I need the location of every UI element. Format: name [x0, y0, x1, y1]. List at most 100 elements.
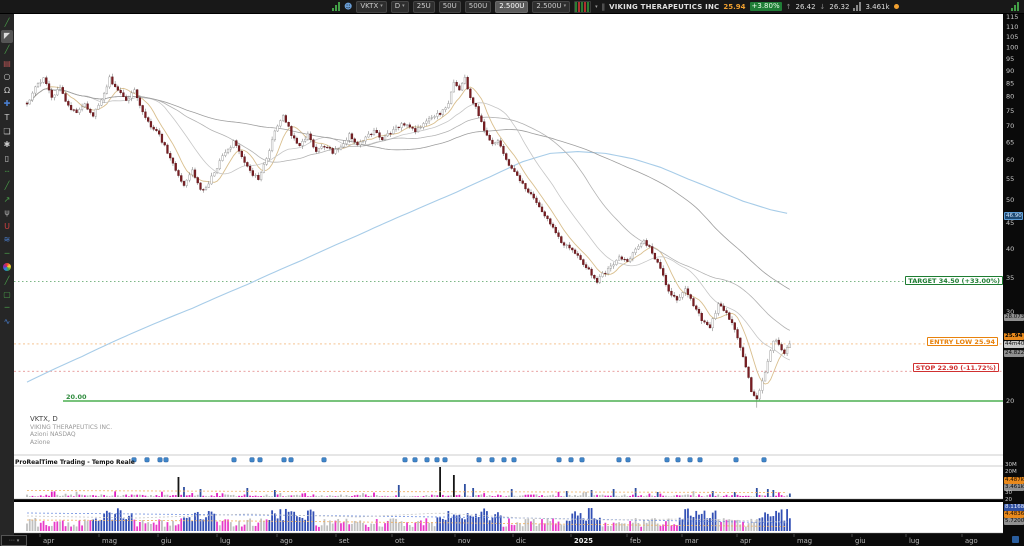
- hline2-tool[interactable]: ─: [4, 303, 10, 313]
- chart-legend: VKTX, D VIKING THERAPEUTICS INC. Azioni …: [30, 415, 112, 446]
- trendline2-tool[interactable]: ╱: [4, 276, 10, 286]
- qty-50u-button[interactable]: 50U: [438, 0, 461, 13]
- dotted-line-tool[interactable]: ┄: [4, 167, 10, 177]
- text-tool[interactable]: T: [4, 112, 10, 122]
- svg-text:45: 45: [1006, 219, 1014, 227]
- volume-tick-30m: 30M: [1005, 462, 1017, 468]
- delete-tool[interactable]: ▯: [4, 153, 10, 163]
- svg-text:75: 75: [1006, 107, 1014, 115]
- move-tool[interactable]: ✚: [3, 99, 11, 109]
- chevron-down-icon: ▾: [380, 3, 383, 9]
- svg-text:mag: mag: [797, 537, 812, 545]
- timeframe-selector[interactable]: D ▾: [390, 0, 409, 13]
- freehand-tool[interactable]: ∿: [3, 316, 11, 326]
- svg-text:35: 35: [1006, 274, 1014, 282]
- countdown-axis-label: 44m40s: [1004, 341, 1024, 348]
- ticker-volume: 3.461k: [865, 2, 890, 11]
- svg-text:95: 95: [1006, 55, 1014, 63]
- drawing-toolbar: ╱ ◤ ╱ ▤ ○ Ω ✚ T ❏ ✱ ▯ ┄ ╱ ↗ ψ U ≋ ─ ╱ ▢ ─ ∿: [0, 14, 14, 546]
- svg-text:110: 110: [1006, 23, 1018, 31]
- svg-text:set: set: [339, 537, 350, 545]
- svg-text:mar: mar: [685, 537, 699, 545]
- svg-text:85: 85: [1006, 79, 1014, 87]
- svg-text:20: 20: [1006, 397, 1014, 405]
- settings-tool[interactable]: ✱: [3, 140, 11, 150]
- zoom-tool[interactable]: ○: [3, 72, 11, 82]
- legend-market: Azioni NASDAQ: [30, 431, 76, 439]
- entry-level-label[interactable]: ENTRY LOW 25.94: [926, 337, 998, 346]
- qty-500u-button[interactable]: 500U: [464, 0, 492, 13]
- ticker-down-value: 26.32: [829, 2, 850, 11]
- svg-text:105: 105: [1006, 33, 1018, 41]
- pitchfork-tool[interactable]: ψ: [4, 208, 10, 218]
- svg-text:nov: nov: [458, 537, 471, 545]
- indicator-blue-value: 8.1168: [1004, 504, 1024, 511]
- svg-text:70: 70: [1006, 122, 1014, 130]
- duplicate-tool[interactable]: ❏: [3, 126, 11, 136]
- target-level-label[interactable]: TARGET 34.50 (+33.00%): [905, 276, 1003, 285]
- svg-text:100: 100: [1006, 44, 1018, 52]
- svg-text:50: 50: [1006, 196, 1014, 204]
- price-label-tool[interactable]: ▤: [3, 58, 11, 68]
- legend-instrument-type: Azione: [30, 438, 51, 446]
- market-status-icon: [893, 4, 899, 9]
- horizontal-line-tool[interactable]: ─: [4, 248, 10, 258]
- svg-text:lug: lug: [909, 537, 920, 545]
- trend-line-tool[interactable]: ╱: [4, 17, 10, 27]
- svg-text:ott: ott: [395, 537, 405, 545]
- volume-tick-20m: 20M: [1005, 469, 1017, 475]
- ticker-change-badge: +3.80%: [749, 2, 782, 11]
- indicator-gray-value: 5.7200: [1004, 518, 1024, 525]
- chevron-down-icon: ▾: [16, 537, 20, 544]
- ticker-up-value: 26.42: [795, 2, 816, 11]
- blue-ma-axis-label: 46.900: [1004, 212, 1023, 220]
- color-wheel-icon: [3, 263, 11, 272]
- qty-25u-button[interactable]: 25U: [412, 0, 435, 13]
- qty-dropdown[interactable]: 2.500U ▾: [532, 0, 571, 13]
- svg-text:ago: ago: [965, 537, 978, 545]
- svg-text:90: 90: [1006, 67, 1014, 75]
- qty-2500u-button[interactable]: 2.500U: [495, 0, 529, 13]
- svg-text:115: 115: [1006, 14, 1018, 21]
- time-axis-menu-button[interactable]: ⋯ ▾: [1, 535, 27, 546]
- connection-icon: [1011, 2, 1019, 11]
- rectangle-tool[interactable]: ▢: [3, 289, 11, 299]
- support-level-label: 20.00: [66, 393, 87, 401]
- volume-bars-icon: [853, 2, 862, 11]
- stop-level-label[interactable]: STOP 22.90 (-11.72%): [912, 363, 999, 372]
- fib-fan-tool[interactable]: ≋: [3, 235, 11, 245]
- ray-tool[interactable]: ╱: [4, 180, 10, 190]
- pause-icon[interactable]: ‖: [601, 2, 606, 11]
- indicator-orange-value: 4.4836: [1004, 511, 1024, 518]
- arrow-tool[interactable]: ↗: [3, 194, 11, 204]
- indicator-tick-30: 30: [1005, 490, 1012, 496]
- svg-text:feb: feb: [630, 537, 641, 545]
- svg-text:ago: ago: [280, 537, 293, 545]
- price-chart[interactable]: 115 110 105 100 95 90 85 80 75 70 65 60 55 50 45 40 35 30…: [14, 14, 1024, 546]
- chevron-down-icon[interactable]: ▾: [595, 3, 598, 10]
- cursor-tool[interactable]: ◤: [1, 29, 13, 44]
- legend-company: VIKING THERAPEUTICS INC.: [30, 423, 113, 431]
- svg-text:55: 55: [1006, 175, 1014, 183]
- svg-text:65: 65: [1006, 138, 1014, 146]
- ma-high-axis-label: 28.073: [1004, 314, 1024, 321]
- platform-label: ProRealTime Trading - Tempo Reale: [15, 459, 135, 466]
- svg-text:mag: mag: [102, 537, 117, 545]
- go-to-latest-icon[interactable]: [1012, 536, 1019, 543]
- arrow-up-icon: ↑: [785, 2, 792, 11]
- svg-text:80: 80: [1006, 93, 1014, 101]
- svg-text:2025: 2025: [574, 537, 593, 545]
- ma-low-axis-label: 24.822: [1004, 350, 1024, 357]
- signal-strength-icon: [332, 2, 340, 11]
- magnet-tool[interactable]: U: [4, 221, 10, 231]
- chart-style-icon[interactable]: [574, 0, 592, 13]
- color-wheel-tool[interactable]: [1, 261, 13, 275]
- alert-bell-tool[interactable]: Ω: [3, 85, 11, 95]
- segment-tool[interactable]: ╱: [4, 44, 10, 54]
- ticker-last-price: 25.94: [723, 2, 746, 11]
- user-icon[interactable]: ☻: [344, 2, 353, 11]
- symbol-selector[interactable]: VKTX ▾: [356, 0, 387, 13]
- ticker-name: VIKING THERAPEUTICS INC: [609, 2, 720, 11]
- svg-text:30: 30: [1006, 308, 1014, 316]
- svg-text:apr: apr: [43, 537, 54, 545]
